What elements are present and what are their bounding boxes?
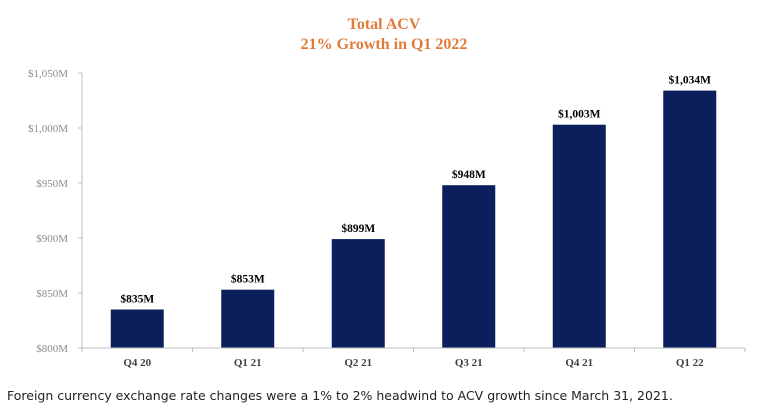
bar [552,124,606,348]
x-tick-label: Q1 22 [676,357,704,369]
bar [663,90,717,348]
data-label: $1,034M [669,74,712,87]
chart-subtitle: 21% Growth in Q1 2022 [301,36,468,53]
data-label: $899M [341,222,375,235]
bar [442,185,496,348]
bars [110,90,717,348]
x-tick-label: Q4 21 [565,357,593,369]
y-axis: $800M $850M $900M $950M $1,000M $1,050M [28,68,83,355]
y-tick-label: $850M [36,288,68,300]
acv-bar-chart: Total ACV 21% Growth in Q1 2022 $800M $85… [28,16,746,369]
x-tick-label: Q2 21 [344,357,372,369]
x-tick-label: Q4 20 [123,357,151,369]
bar [221,289,275,348]
data-label: $835M [120,293,154,306]
bar [110,309,164,348]
data-label: $1,003M [558,108,601,121]
x-axis: Q4 20 Q1 21 Q2 21 Q3 21 Q4 21 Q1 22 [81,347,746,369]
x-tick-label: Q3 21 [455,357,483,369]
x-tick-label: Q1 21 [234,357,262,369]
y-tick-label: $1,000M [28,123,68,135]
chart-title: Total ACV [348,16,421,33]
y-tick-label: $900M [36,233,68,245]
y-tick-label: $950M [36,178,68,190]
data-label: $948M [452,168,486,181]
data-label: $853M [231,273,265,286]
y-tick-label: $800M [36,343,68,355]
footnote: Foreign currency exchange rate changes w… [7,388,673,403]
y-tick-label: $1,050M [28,68,68,80]
data-labels: $835M $853M $899M $948M $1,003M $1,034M [120,74,711,306]
bar [331,239,385,348]
